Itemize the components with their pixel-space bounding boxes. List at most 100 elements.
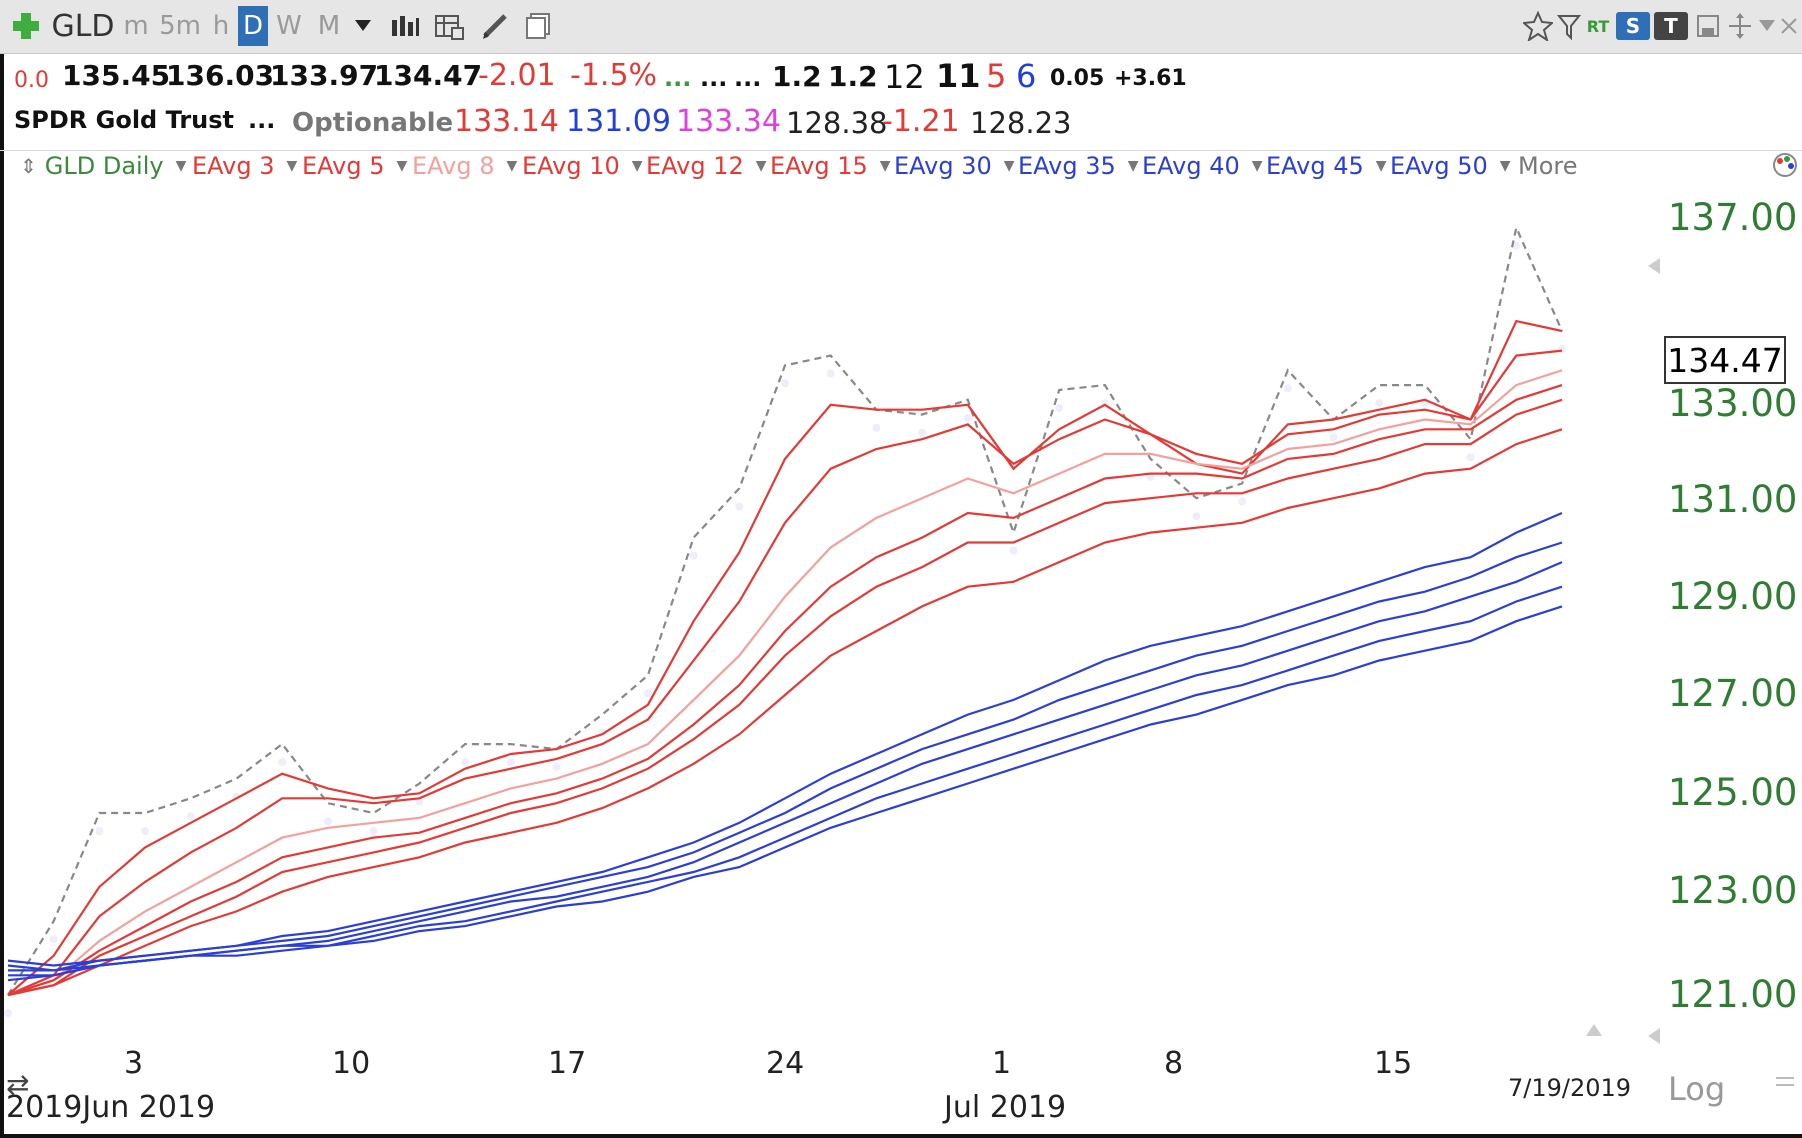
alert-icon[interactable] <box>1556 6 1582 46</box>
chevron-down-icon[interactable]: ▼ <box>1251 158 1263 174</box>
log-scale-toggle[interactable]: Log <box>1668 1070 1726 1108</box>
close-icon[interactable] <box>1778 6 1800 46</box>
month-label-july: Jul 2019 <box>944 1090 1067 1125</box>
study-legend: ⇕ GLD Daily ▼ EAvg 3 ▼ EAvg 5 ▼ EAvg 8 ▼ EAvg … <box>0 146 1802 190</box>
value-0-05: 0.05 <box>1050 66 1105 91</box>
quote-line-1: 0.0 135.45 136.03 133.97 134.47 -2.01 -1… <box>0 56 1802 102</box>
price-point <box>689 551 698 560</box>
palette-icon[interactable] <box>1772 152 1798 178</box>
favorite-star-icon[interactable] <box>1522 6 1554 46</box>
page-icon[interactable] <box>522 6 556 46</box>
date-tick-label: 3 <box>124 1046 144 1081</box>
price-point <box>1466 453 1475 462</box>
chevron-down-icon[interactable]: ▼ <box>175 158 187 174</box>
ema-series-line <box>7 369 1563 997</box>
candlestick-icon[interactable] <box>388 6 422 46</box>
study-label: EAvg 8 <box>412 152 495 180</box>
chevron-down-icon[interactable]: ▼ <box>1375 158 1387 174</box>
realtime-badge[interactable]: RT <box>1586 16 1610 36</box>
price-value-5: -1.21 <box>882 104 960 139</box>
close-value: 134.47 <box>374 59 483 92</box>
save-icon[interactable] <box>1694 6 1722 46</box>
study-item[interactable]: EAvg 8 ▼ <box>412 152 517 180</box>
price-tick-label: 131.00 <box>1668 478 1798 521</box>
window-frame <box>0 0 4 1138</box>
add-study-icon[interactable] <box>432 6 466 46</box>
study-item[interactable]: EAvg 45 ▼ <box>1266 152 1387 180</box>
price-point <box>1283 384 1292 393</box>
ema-series-line <box>7 428 1563 997</box>
chevron-down-icon[interactable]: ▼ <box>755 158 767 174</box>
more-studies-link[interactable]: More <box>1518 152 1578 180</box>
study-item[interactable]: EAvg 40 ▼ <box>1142 152 1263 180</box>
chevron-down-icon[interactable]: ▼ <box>879 158 891 174</box>
timeframe-day[interactable]: D <box>238 6 268 46</box>
price-point <box>1512 241 1521 250</box>
study-item[interactable]: EAvg 35 ▼ <box>1018 152 1139 180</box>
quote-line-2: SPDR Gold Trust ... Optionable 133.14 13… <box>0 104 1802 151</box>
chevron-down-icon[interactable]: ▼ <box>1003 158 1015 174</box>
count-12: 12 <box>884 58 925 96</box>
timeframe-week[interactable]: W <box>276 11 302 41</box>
count-6: 6 <box>1016 57 1037 95</box>
price-chart[interactable] <box>0 190 1660 1070</box>
price-tick-label: 123.00 <box>1668 869 1798 912</box>
study-item[interactable]: EAvg 3 ▼ <box>192 152 297 180</box>
date-tick-label: 10 <box>332 1046 371 1081</box>
trade-badge[interactable]: T <box>1654 12 1688 40</box>
chevron-down-icon[interactable]: ▼ <box>506 158 518 174</box>
chevron-down-icon[interactable]: ▼ <box>396 158 408 174</box>
chevron-down-icon[interactable]: ▼ <box>1127 158 1139 174</box>
price-tick-label: 133.00 <box>1668 382 1798 425</box>
symbol-field[interactable]: GLD <box>51 8 115 44</box>
ema-series-line <box>7 319 1563 996</box>
date-tick-label: 15 <box>1374 1046 1413 1081</box>
study-item[interactable]: EAvg 50 ▼ <box>1390 152 1511 180</box>
open-value: 135.45 <box>62 59 171 92</box>
resize-handle-icon[interactable] <box>1774 1074 1796 1090</box>
price-point <box>1329 433 1338 442</box>
drawing-pencil-icon[interactable] <box>478 6 512 46</box>
date-tick-label: 17 <box>548 1046 587 1081</box>
study-label: EAvg 10 <box>522 152 620 180</box>
timeframe-month[interactable]: M <box>317 11 341 41</box>
date-tick-label: 8 <box>1164 1046 1184 1081</box>
study-item[interactable]: EAvg 15 ▼ <box>770 152 891 180</box>
study-item[interactable]: EAvg 10 ▼ <box>522 152 643 180</box>
sync-icon[interactable]: ⇄ <box>6 1068 30 1101</box>
study-item[interactable]: EAvg 30 ▼ <box>894 152 1015 180</box>
reorder-icon[interactable]: ⇕ <box>20 154 37 178</box>
study-item[interactable]: EAvg 5 ▼ <box>302 152 407 180</box>
dots-2: ... <box>734 64 762 92</box>
scroll-left-marker-2-icon[interactable] <box>1646 1026 1662 1046</box>
low-value: 133.97 <box>270 59 379 92</box>
dots-1: ... <box>700 64 728 92</box>
plus-icon <box>13 13 39 39</box>
add-symbol-button[interactable] <box>8 6 44 46</box>
scroll-up-marker-icon[interactable] <box>1584 1022 1604 1038</box>
price-tick-label: 125.00 <box>1668 771 1798 814</box>
chevron-down-icon[interactable]: ▼ <box>286 158 298 174</box>
price-value-2: 131.09 <box>566 104 671 139</box>
timeframe-minute[interactable]: m <box>123 11 149 41</box>
ema-series-line <box>7 349 1563 997</box>
settings-badge[interactable]: S <box>1616 12 1650 40</box>
timeframe-5min[interactable]: 5m <box>159 11 201 41</box>
ema-series-line <box>7 384 1563 997</box>
chevron-down-icon[interactable]: ▼ <box>1499 158 1511 174</box>
price-point <box>872 423 881 432</box>
month-label-june: 2019Jun 2019 <box>6 1090 216 1125</box>
scroll-left-marker-icon[interactable] <box>1646 256 1662 276</box>
chevron-down-icon[interactable]: ▼ <box>631 158 643 174</box>
main-series-legend[interactable]: ⇕ GLD Daily ▼ <box>20 152 186 180</box>
study-item[interactable]: EAvg 12 ▼ <box>646 152 767 180</box>
window-menu-icon[interactable] <box>1756 6 1778 46</box>
dots-3: ... <box>248 106 276 134</box>
ema-series-line <box>7 605 1563 982</box>
price-point <box>369 827 378 835</box>
price-tick-label: 129.00 <box>1668 575 1798 618</box>
timeframe-hour[interactable]: h <box>212 11 230 41</box>
move-icon[interactable] <box>1726 6 1754 46</box>
instrument-name: SPDR Gold Trust <box>14 106 234 134</box>
timeframe-dropdown-icon[interactable] <box>352 6 374 46</box>
